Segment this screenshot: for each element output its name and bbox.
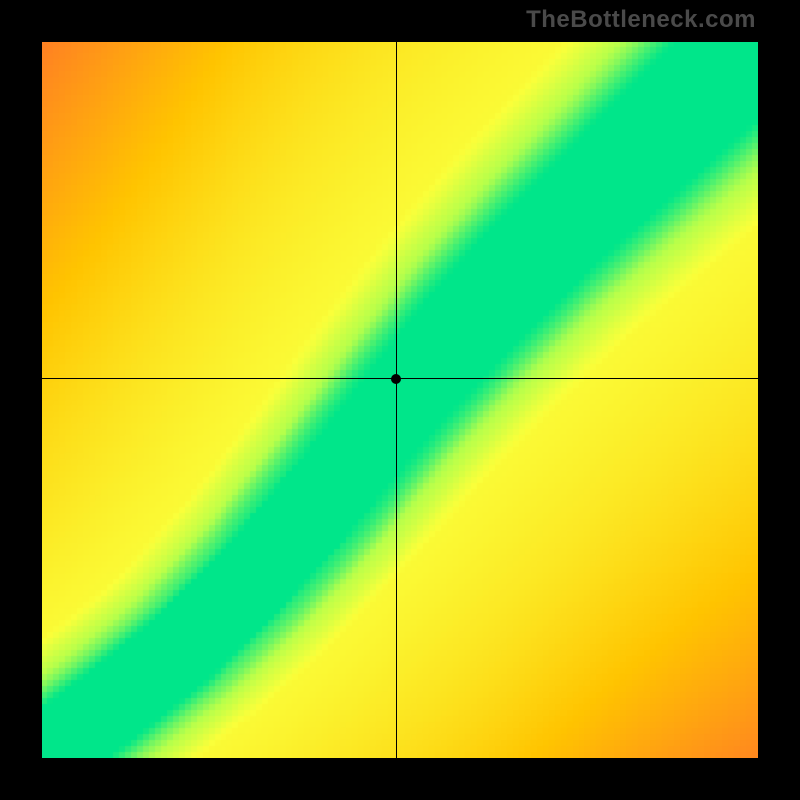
watermark-text: TheBottleneck.com: [526, 6, 756, 34]
crosshair-vertical-line: [396, 42, 397, 758]
heatmap-canvas: [42, 42, 758, 758]
bottleneck-heatmap-chart: TheBottleneck.com: [0, 0, 800, 800]
crosshair-marker-dot: [391, 374, 401, 384]
